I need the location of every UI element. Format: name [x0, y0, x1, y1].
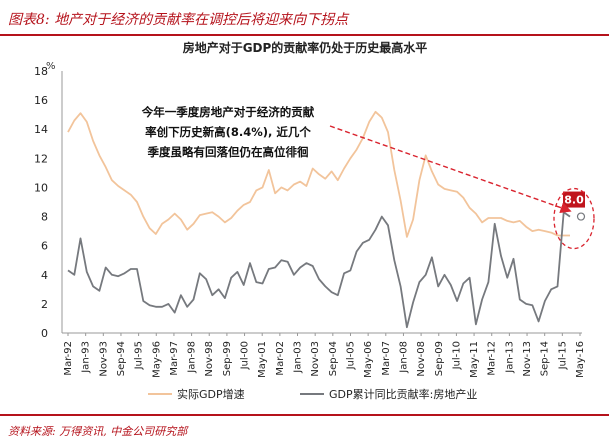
- x-tick-label: Sep-14: [540, 341, 551, 376]
- y-tick-label: 14: [34, 123, 48, 136]
- x-tick-label: Jan-98: [187, 341, 198, 374]
- y-tick-label: 8: [41, 211, 48, 224]
- legend-label-1: 实际GDP增速: [177, 387, 245, 401]
- x-tick-label: Mar-02: [275, 341, 286, 376]
- x-tick-label: Jul-05: [345, 341, 356, 370]
- x-tick-label: Nov-08: [416, 341, 427, 377]
- end-point-marker: [578, 213, 585, 220]
- series-lines: 8.0: [68, 112, 585, 327]
- x-tick-label: Nov-13: [522, 341, 533, 377]
- y-tick-label: 16: [34, 94, 48, 107]
- x-tick-label: Sep-99: [222, 341, 233, 376]
- x-tick-label: Nov-98: [204, 341, 215, 377]
- figure-header: 图表8: 地产对于经济的贡献率在调控后将迎来向下拐点: [0, 0, 609, 36]
- y-tick-label: 10: [34, 181, 48, 194]
- y-tick-label: 4: [41, 269, 48, 282]
- x-tick-label: Jul-00: [240, 341, 251, 370]
- figure-title: 图表8: 地产对于经济的贡献率在调控后将迎来向下拐点: [8, 9, 348, 29]
- source-note: 资料来源: 万得资讯, 中金公司研究部: [8, 423, 187, 439]
- x-tick-label: May-96: [151, 341, 162, 378]
- x-tick-label: Mar-12: [487, 341, 498, 376]
- x-tick-label: Mar-92: [63, 341, 74, 376]
- annotation-text-line: 今年一季度房地产对于经济的贡献: [141, 105, 315, 119]
- x-tick-label: Jul-15: [557, 341, 568, 370]
- y-tick-label: 18: [34, 65, 48, 78]
- x-tick-label: Sep-94: [116, 341, 127, 376]
- chart-title: 房地产对于GDP的贡献率仍处于历史最高水平: [183, 40, 428, 55]
- x-tick-label: Nov-93: [98, 341, 109, 377]
- legend: 实际GDP增速 GDP累计同比贡献率:房地产业: [148, 387, 477, 401]
- x-tick-label: Jan-08: [398, 341, 409, 374]
- data-label: 8.0: [564, 194, 584, 207]
- x-axis: Mar-92 Jan-93 Nov-93 Sep-94 Jul-95 May-96 Mar-…: [62, 333, 586, 378]
- x-tick-label: Jan-03: [293, 341, 304, 374]
- line-chart: 房地产对于GDP的贡献率仍处于历史最高水平 % 024681012141618 …: [0, 36, 609, 416]
- x-tick-label: Jul-95: [134, 341, 145, 370]
- x-tick-label: May-01: [257, 341, 268, 378]
- x-tick-label: Mar-07: [381, 341, 392, 376]
- x-tick-label: May-11: [469, 341, 480, 378]
- figure-footer: 资料来源: 万得资讯, 中金公司研究部: [0, 414, 609, 446]
- x-tick-label: Mar-97: [169, 341, 180, 376]
- annotation-text-line: 率创下历史新高(8.4%), 近几个: [145, 125, 311, 139]
- x-tick-label: Sep-04: [328, 341, 339, 376]
- x-tick-label: May-06: [363, 341, 374, 378]
- x-tick-label: Jul-10: [451, 341, 462, 370]
- y-tick-label: 6: [41, 240, 48, 253]
- series-line-2: [68, 212, 570, 327]
- annotation-text-line: 季度虽略有回落但仍在高位徘徊: [147, 145, 309, 159]
- x-tick-label: Nov-03: [310, 341, 321, 377]
- y-tick-label: 2: [41, 298, 48, 311]
- x-tick-label: Jan-13: [504, 341, 515, 374]
- y-tick-label: 0: [41, 327, 48, 340]
- x-tick-label: May-16: [575, 341, 586, 378]
- y-tick-label: 12: [34, 152, 48, 165]
- y-axis: 0 2 4 6 8 10 12 14 16 18: [34, 65, 62, 340]
- annotation-arrow: [330, 126, 569, 211]
- x-tick-label: Sep-09: [434, 341, 445, 376]
- legend-label-2: GDP累计同比贡献率:房地产业: [329, 387, 477, 401]
- x-tick-label: Jan-93: [81, 341, 92, 374]
